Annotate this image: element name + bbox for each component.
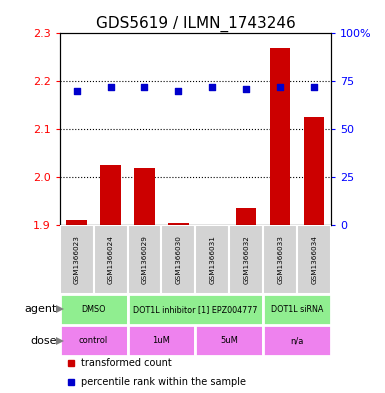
Text: DMSO: DMSO (81, 305, 106, 314)
Bar (304, 117, 324, 225)
Text: DOT1L inhibitor [1] EPZ004777: DOT1L inhibitor [1] EPZ004777 (133, 305, 258, 314)
Bar (94, 225, 127, 294)
Bar (67, 220, 87, 225)
Bar (297, 225, 331, 294)
Text: n/a: n/a (291, 336, 304, 345)
Text: GSM1366024: GSM1366024 (107, 235, 114, 284)
Bar (60, 294, 127, 325)
Point (74, 88, 80, 94)
Text: 5uM: 5uM (220, 336, 238, 345)
Point (311, 84, 317, 90)
Bar (236, 208, 256, 225)
Point (209, 84, 216, 90)
Point (107, 84, 114, 90)
Text: GSM1366032: GSM1366032 (243, 235, 249, 284)
Title: GDS5619 / ILMN_1743246: GDS5619 / ILMN_1743246 (95, 16, 295, 32)
Bar (127, 325, 195, 356)
Point (141, 84, 147, 90)
Text: GSM1366031: GSM1366031 (209, 235, 215, 284)
Text: dose: dose (30, 336, 57, 345)
Bar (263, 225, 297, 294)
Bar (168, 222, 189, 225)
Bar (263, 294, 331, 325)
Bar (229, 225, 263, 294)
Text: percentile rank within the sample: percentile rank within the sample (81, 377, 246, 387)
Text: GSM1366033: GSM1366033 (277, 235, 283, 284)
Bar (60, 225, 94, 294)
Bar (161, 225, 195, 294)
Point (175, 88, 181, 94)
Bar (60, 325, 127, 356)
Text: GSM1366023: GSM1366023 (74, 235, 80, 284)
Bar (270, 48, 290, 225)
Text: GSM1366034: GSM1366034 (311, 235, 317, 284)
Text: 1uM: 1uM (152, 336, 171, 345)
Point (277, 84, 283, 90)
Bar (100, 165, 121, 225)
Bar (127, 225, 161, 294)
Text: control: control (79, 336, 108, 345)
Bar (134, 167, 155, 225)
Text: transformed count: transformed count (81, 358, 172, 368)
Bar (195, 325, 263, 356)
Text: GSM1366029: GSM1366029 (142, 235, 147, 284)
Bar (195, 225, 229, 294)
Bar (263, 325, 331, 356)
Bar (127, 294, 263, 325)
Text: GSM1366030: GSM1366030 (176, 235, 181, 284)
Text: agent: agent (25, 305, 57, 314)
Text: DOT1L siRNA: DOT1L siRNA (271, 305, 323, 314)
Point (243, 86, 249, 92)
